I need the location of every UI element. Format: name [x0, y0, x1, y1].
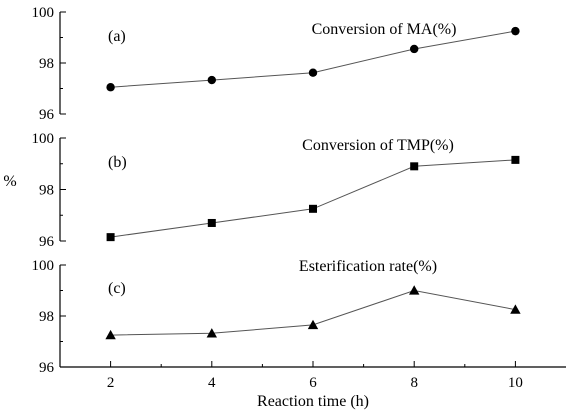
x-axis-title: Reaction time (h)	[257, 393, 369, 410]
data-point	[105, 329, 116, 340]
data-point	[207, 218, 216, 227]
data-point	[309, 204, 317, 213]
panel-tag: (c)	[108, 280, 126, 297]
data-point	[510, 304, 521, 314]
panel-3: 96 98 100 (c) Esterification rate(%)	[32, 258, 521, 376]
series-line	[110, 30, 516, 88]
data-point	[206, 328, 217, 338]
data-point	[307, 319, 319, 330]
y-tick-label: 98	[39, 183, 54, 199]
y-axis-title: %	[3, 173, 16, 190]
data-point	[410, 162, 419, 171]
data-point	[511, 155, 520, 164]
series-title: Conversion of TMP(%)	[302, 137, 454, 154]
x-axis: 2 4 6 8 10	[60, 361, 566, 391]
chart-panels: 96 98 100 (a) Conversion of MA(%) 96 98 100 (b) C…	[32, 5, 521, 376]
panel-tag: (a)	[108, 28, 126, 45]
y-tick-label: 100	[32, 258, 55, 274]
x-tick-label: 8	[410, 375, 418, 391]
x-tick-label: 4	[208, 375, 216, 391]
data-point	[410, 44, 419, 54]
series-title: Esterification rate(%)	[299, 258, 437, 275]
y-tick-label: 100	[32, 131, 55, 147]
y-tick-label: 96	[39, 234, 55, 250]
panel-1: 96 98 100 (a) Conversion of MA(%)	[32, 5, 520, 123]
series-title: Conversion of MA(%)	[312, 21, 457, 38]
x-tick-label: 6	[309, 375, 317, 391]
y-tick-label: 100	[32, 5, 55, 21]
data-point	[106, 83, 115, 92]
data-point	[511, 26, 520, 36]
panel-tag: (b)	[108, 154, 127, 171]
data-point	[409, 285, 420, 295]
y-tick-label: 96	[39, 360, 55, 376]
data-point	[308, 68, 318, 77]
x-tick-label: 2	[107, 375, 115, 391]
data-point	[207, 75, 216, 85]
y-tick-label: 98	[39, 309, 54, 325]
panel-2: 96 98 100 (b) Conversion of TMP(%)	[32, 131, 520, 250]
x-tick-label: 10	[508, 375, 523, 391]
y-tick-label: 96	[39, 107, 55, 123]
data-point	[106, 233, 115, 242]
series-line	[110, 159, 516, 238]
y-tick-label: 98	[39, 56, 54, 72]
